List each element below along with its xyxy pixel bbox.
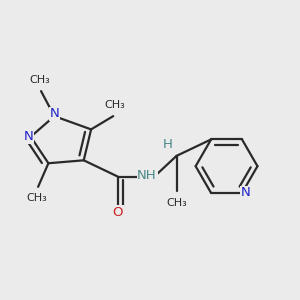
Text: N: N [241, 187, 250, 200]
Text: N: N [50, 107, 59, 120]
Text: O: O [112, 206, 123, 219]
Text: N: N [23, 130, 33, 143]
Text: CH₃: CH₃ [104, 100, 125, 110]
Text: NH: NH [137, 169, 157, 182]
Text: H: H [163, 138, 172, 151]
Text: CH₃: CH₃ [26, 193, 47, 203]
Text: CH₃: CH₃ [29, 75, 50, 85]
Text: CH₃: CH₃ [166, 198, 187, 208]
